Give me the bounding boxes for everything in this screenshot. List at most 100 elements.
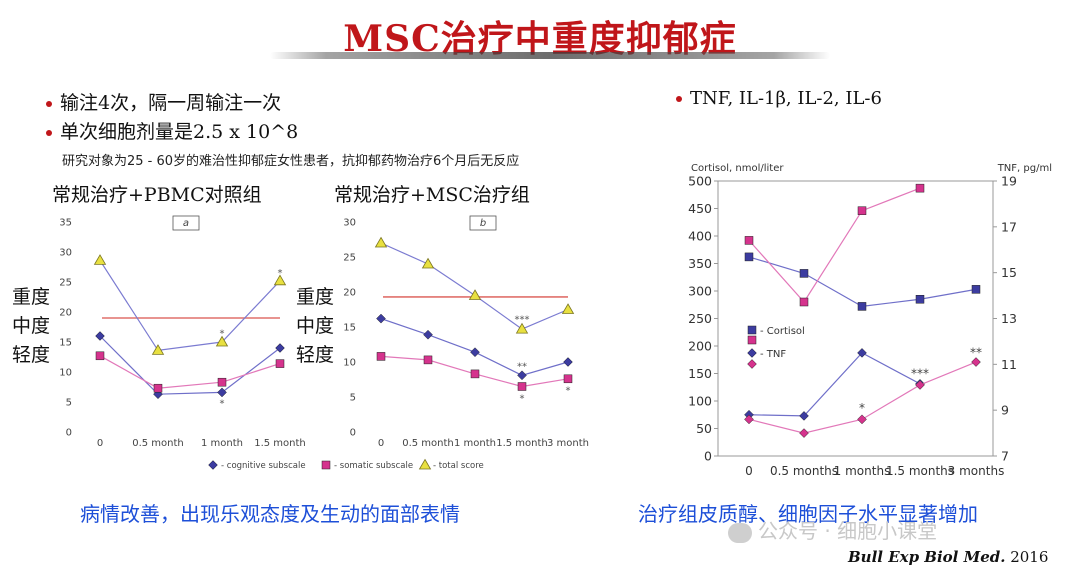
data-point-control — [799, 411, 809, 421]
significance-mark-a: * — [220, 399, 225, 410]
severity-moderate: 中度 — [296, 315, 335, 337]
left-conclusion: 病情改善，出现乐观态度及生动的面部表情 — [80, 502, 460, 526]
y-right-tick-label: 19 — [1001, 174, 1017, 189]
y-tick-label-b: 30 — [343, 218, 356, 229]
x-tick-label: 1.5 months — [886, 464, 954, 478]
series-line-MSC-1 — [748, 187, 921, 303]
x-tick-label-b: 3 month — [547, 438, 589, 449]
y-tick-label-b: 25 — [343, 253, 356, 264]
data-point-b-0 — [563, 357, 573, 367]
severity-labels-a: 重度 中度 轻度 — [12, 283, 50, 370]
x-tick-label-b: 0.5 month — [402, 438, 454, 449]
study-note: 研究对象为25 - 60岁的难治性抑郁症女性患者，抗抑郁药物治疗6个月后无反应 — [62, 154, 520, 169]
y-tick-label-b: 5 — [350, 393, 356, 404]
legend-cortisol-msc-marker — [747, 335, 757, 345]
series-line-b-2 — [380, 242, 569, 330]
data-point-MSC — [915, 183, 925, 193]
series-line-control-0 — [748, 256, 977, 308]
series-line-a-0 — [99, 335, 281, 395]
bullet-dot — [46, 130, 52, 136]
data-point-MSC — [971, 357, 981, 367]
severity-severe: 重度 — [12, 286, 51, 308]
data-point-control — [744, 252, 754, 262]
bullet-dose: 单次细胞剂量是2.5 x 10^8 — [46, 117, 298, 144]
chart-b-title: 常规治疗+MSC治疗组 — [334, 184, 530, 206]
legend-somatic-label: - somatic subscale — [334, 461, 413, 471]
y-tick-label-b: 0 — [350, 428, 356, 439]
significance-mark-a: * — [278, 268, 283, 279]
significance-mark: * — [859, 401, 865, 415]
series-line-a-1 — [99, 355, 281, 389]
data-point-b-1 — [376, 352, 386, 361]
severity-mild: 轻度 — [296, 344, 335, 366]
data-point-a-1 — [153, 383, 163, 393]
data-point-control — [857, 302, 867, 311]
x-tick-label: 1 months — [834, 464, 891, 478]
x-tick-label-a: 0 — [97, 438, 103, 449]
data-point-b-1 — [470, 369, 480, 379]
title-underline — [270, 52, 830, 59]
y-right-tick-label: 13 — [1001, 311, 1017, 326]
severity-severe: 重度 — [296, 286, 335, 308]
data-point-control — [971, 285, 981, 294]
data-point-b-1 — [517, 382, 527, 391]
data-point-a-2 — [151, 344, 165, 355]
x-tick-label-b: 0 — [378, 438, 384, 449]
series-line-a-2 — [99, 260, 281, 352]
data-point-a-2 — [215, 335, 229, 347]
y-tick-label-a: 20 — [59, 308, 72, 319]
y-tick-label: 500 — [688, 174, 712, 189]
severity-labels-b: 重度 中度 轻度 — [296, 283, 334, 370]
data-point-a-0 — [275, 343, 285, 353]
y-axis-label: Cortisol, nmol/liter — [691, 163, 784, 174]
legend-cortisol-control-marker — [747, 325, 757, 335]
y-tick-label-a: 35 — [59, 218, 72, 229]
severity-moderate: 中度 — [12, 315, 51, 337]
y-tick-label-a: 5 — [66, 398, 72, 409]
x-tick-label: 3 months — [948, 464, 1005, 478]
data-point-MSC — [857, 206, 867, 215]
data-point-b-2 — [515, 322, 529, 334]
citation: Bull Exp Biol Med. 2016 — [848, 548, 1048, 566]
legend-tnf-control-marker — [747, 348, 757, 358]
data-point-a-1 — [275, 359, 285, 368]
panel-label-a: a — [183, 218, 189, 229]
data-point-a-0 — [217, 387, 227, 398]
y-tick-label: 300 — [688, 284, 712, 299]
legend-cortisol-label: - Cortisol — [760, 326, 805, 337]
data-point-a-1 — [95, 351, 105, 361]
y-right-tick-label: 17 — [1001, 219, 1017, 234]
data-point-a-2 — [93, 254, 107, 265]
data-point-control — [857, 348, 867, 358]
y-tick-label: 250 — [688, 311, 712, 326]
significance-mark-b: * — [566, 385, 571, 396]
y-tick-label-a: 30 — [59, 248, 72, 259]
y-tick-label: 150 — [688, 366, 712, 381]
x-tick-label-b: 1 month — [454, 438, 496, 449]
x-tick-label-a: 1 month — [201, 438, 243, 449]
significance-mark: *** — [911, 367, 929, 381]
y-tick-label: 350 — [688, 256, 712, 271]
significance-mark: ** — [970, 346, 982, 360]
panel-label-b: b — [480, 218, 486, 229]
y-tick-label-b: 10 — [343, 358, 356, 369]
y-tick-label-b: 20 — [343, 288, 356, 299]
y-tick-label: 100 — [688, 394, 712, 409]
data-point-a-1 — [217, 377, 227, 387]
significance-mark-a: * — [220, 328, 225, 339]
bullet-dose-text: 单次细胞剂量是2.5 x 10^8 — [60, 121, 299, 143]
data-point-MSC — [799, 297, 809, 307]
y-tick-label: 450 — [688, 201, 712, 216]
data-point-b-2 — [421, 257, 435, 269]
y-tick-label-b: 15 — [343, 323, 356, 334]
data-point-control — [915, 295, 925, 304]
severity-mild: 轻度 — [12, 344, 51, 366]
watermark: 公众号 · 细胞小课堂 — [728, 515, 937, 544]
significance-mark-b: ** — [517, 362, 527, 373]
data-point-b-0 — [376, 313, 386, 324]
legend-tnf-label: - TNF — [760, 349, 786, 360]
bullet-infusion: 输注4次，隔一周输注一次 — [46, 88, 281, 115]
watermark-text: 公众号 · 细胞小课堂 — [758, 519, 938, 543]
data-point-a-2 — [273, 274, 287, 286]
